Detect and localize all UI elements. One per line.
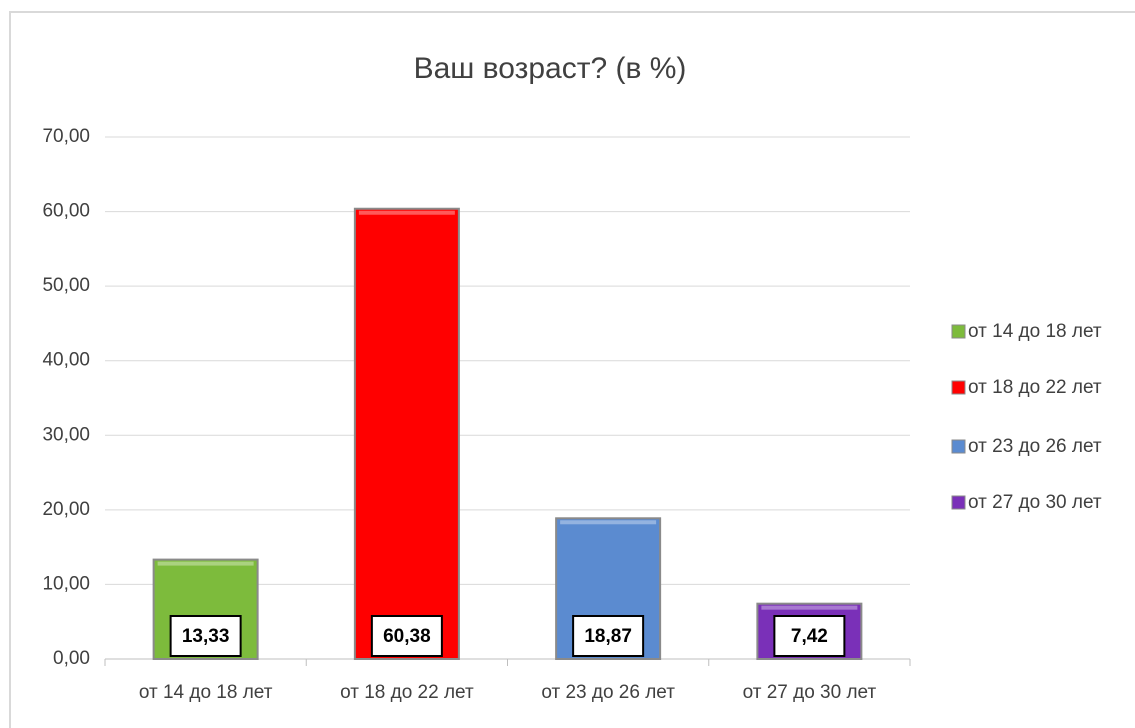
data-label-box [773, 615, 846, 657]
legend-label: от 14 до 18 лет [968, 321, 1102, 342]
legend-swatch [951, 324, 966, 339]
bar-highlight [358, 210, 455, 215]
x-tick-label: от 27 до 30 лет [743, 682, 877, 703]
data-label: 18,87 [584, 626, 632, 647]
data-label: 60,38 [383, 626, 431, 647]
legend-label: от 27 до 30 лет [968, 492, 1102, 513]
legend-swatch [951, 380, 966, 395]
y-tick-label: 30,00 [42, 424, 90, 445]
bar [353, 207, 460, 661]
legend-swatch [951, 439, 966, 454]
y-tick-label: 10,00 [42, 573, 90, 594]
data-label-box [169, 615, 242, 657]
legend-label: от 18 до 22 лет [968, 377, 1102, 398]
legend-label: от 23 до 26 лет [968, 436, 1102, 457]
data-label-box [572, 615, 645, 657]
x-tick-label: от 14 до 18 лет [139, 682, 273, 703]
data-label: 13,33 [182, 626, 230, 647]
x-tick-label: от 18 до 22 лет [340, 682, 474, 703]
y-tick-label: 20,00 [42, 499, 90, 520]
y-tick-label: 40,00 [42, 350, 90, 371]
y-tick-label: 0,00 [53, 648, 90, 669]
bar-highlight [560, 520, 657, 525]
y-tick-label: 50,00 [42, 275, 90, 296]
data-label: 7,42 [791, 626, 828, 647]
legend-swatch [951, 495, 966, 510]
x-tick-label: от 23 до 26 лет [541, 682, 675, 703]
bar-highlight [761, 605, 858, 610]
data-label-box [370, 615, 443, 657]
chart-title: Ваш возраст? (в %) [414, 52, 687, 85]
y-tick-label: 70,00 [42, 126, 90, 147]
bar-highlight [157, 561, 254, 566]
y-tick-label: 60,00 [42, 201, 90, 222]
